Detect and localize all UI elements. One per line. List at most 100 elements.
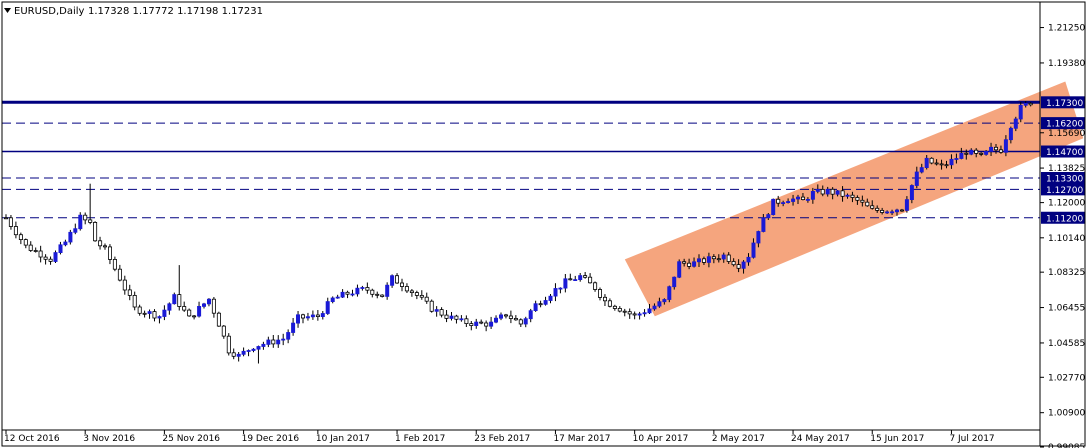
candle-bear	[622, 310, 627, 313]
candle-bull	[756, 231, 761, 244]
candle-bear	[98, 240, 103, 247]
candle-bear	[370, 289, 375, 295]
candle-bull	[904, 199, 909, 211]
level-label-bg	[1041, 145, 1085, 158]
candle-bear	[900, 209, 905, 212]
x-tick-label: 2 May 2017	[712, 434, 765, 444]
x-tick-label: 3 Nov 2016	[83, 434, 135, 444]
candle-bull	[276, 339, 281, 345]
candle-bear	[28, 244, 33, 251]
x-tick-label: 10 Apr 2017	[633, 434, 689, 444]
candle-bull	[791, 198, 796, 202]
candle-bull	[385, 284, 390, 297]
candle-bear	[18, 234, 23, 240]
y-tick-label: 0.99085	[1048, 443, 1085, 448]
candle-bull	[157, 316, 162, 319]
candle-bull	[558, 287, 563, 290]
candle-bull	[528, 310, 533, 320]
candle-bear	[192, 315, 197, 318]
candle-bull	[162, 309, 167, 317]
candle-bear	[513, 317, 518, 321]
y-tick-label: 1.00900	[1048, 409, 1085, 419]
candle-bear	[999, 149, 1004, 153]
candle-bull	[553, 288, 558, 297]
level-label: 1.14700	[1046, 148, 1083, 158]
level-label-bg	[1041, 172, 1085, 185]
candle-bull	[295, 314, 300, 324]
candle-bull	[281, 338, 286, 341]
candle-bull	[672, 276, 677, 288]
candle-bull	[78, 214, 83, 230]
candle-bear	[939, 163, 944, 166]
candle-bull	[449, 315, 454, 319]
candle-bear	[588, 276, 593, 284]
candle-bull	[147, 311, 152, 314]
candle-bull	[786, 201, 791, 204]
candle-bull	[969, 149, 974, 155]
candle-bear	[33, 250, 38, 252]
candle-bull	[959, 152, 964, 159]
candle-bull	[746, 256, 751, 263]
candle-bear	[122, 279, 127, 291]
candle-bear	[855, 197, 860, 201]
y-tick-label: 1.08325	[1048, 268, 1085, 278]
candle-bull	[692, 261, 697, 267]
level-label-bg	[1041, 117, 1085, 130]
candle-bear	[226, 335, 231, 354]
candle-bear	[93, 221, 98, 242]
candle-bull	[390, 275, 395, 286]
candle-bear	[23, 239, 28, 246]
candle-bull	[766, 214, 771, 219]
level-label: 1.11200	[1046, 214, 1083, 224]
candle-bull	[330, 297, 335, 302]
candle-bear	[801, 196, 806, 201]
candle-bull	[63, 241, 68, 246]
candle-bull	[563, 278, 568, 289]
candle-bear	[137, 306, 142, 314]
candle-bull	[984, 150, 989, 155]
candle-bull	[677, 261, 682, 278]
candle-bull	[355, 287, 360, 295]
candle-bull	[890, 211, 895, 214]
candle-bear	[964, 152, 969, 155]
candle-bull	[741, 261, 746, 269]
candle-bear	[994, 146, 999, 151]
candle-bear	[865, 201, 870, 207]
candle-bear	[221, 325, 226, 337]
candle-bear	[860, 199, 865, 203]
x-tick-label: 12 Oct 2016	[4, 434, 60, 444]
level-label-bg	[1041, 96, 1085, 109]
candle-bull	[459, 318, 464, 321]
chart-title: EURUSD,Daily	[14, 6, 85, 17]
candle-bull	[885, 211, 890, 214]
candle-bull	[796, 196, 801, 200]
y-tick-label: 1.19380	[1048, 59, 1085, 69]
x-tick-label: 1 Feb 2017	[395, 434, 445, 444]
candle-bear	[4, 217, 9, 220]
x-tick-label: 23 Feb 2017	[474, 434, 530, 444]
y-tick-label: 1.21250	[1048, 24, 1085, 34]
candle-bull	[721, 254, 726, 260]
candle-bull	[474, 321, 479, 327]
candle-bull	[761, 217, 766, 232]
candle-bear	[211, 298, 216, 314]
candle-bull	[845, 194, 850, 197]
candle-bear	[830, 188, 835, 195]
candle-bull	[919, 167, 924, 173]
symbol-dropdown-icon[interactable]	[4, 8, 11, 13]
candle-bear	[88, 219, 93, 223]
candle-bull	[533, 303, 538, 312]
x-tick-label: 7 Jul 2017	[949, 434, 994, 444]
channel-layer	[624, 81, 1084, 317]
candle-bear	[612, 305, 617, 309]
candle-bear	[617, 307, 622, 312]
level-label-bg	[1041, 211, 1085, 224]
candle-bear	[152, 311, 157, 319]
candle-bear	[43, 256, 48, 260]
candle-bull	[291, 322, 296, 333]
candle-bull	[914, 171, 919, 186]
candle-bull	[706, 256, 711, 263]
candle-bull	[58, 244, 63, 254]
candle-bear	[414, 292, 419, 296]
